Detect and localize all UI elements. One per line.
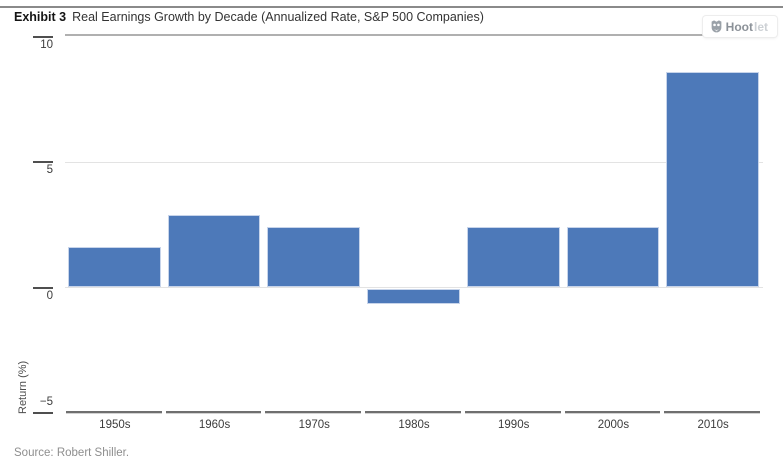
x-axis-segment	[66, 411, 162, 413]
x-axis-segment	[464, 411, 561, 413]
x-axis-segment	[265, 411, 362, 413]
x-tick-label-1950s: 1950s	[99, 419, 131, 431]
bar-2000s	[566, 227, 660, 288]
y-tick-label-5: 5	[46, 164, 53, 176]
hootlet-owl-icon	[710, 20, 723, 33]
x-axis-segment	[165, 411, 262, 413]
x-tick-label-1970s: 1970s	[298, 419, 330, 431]
exhibit-label: Exhibit 3	[14, 10, 67, 24]
x-tick-label-2000s: 2000s	[597, 419, 630, 431]
bar-1970s	[267, 227, 361, 288]
bar-1980s	[367, 288, 460, 304]
y-tick-label--5: −5	[39, 396, 53, 408]
hootlet-badge[interactable]: Hoot let	[702, 16, 777, 37]
x-tick-label-1980s: 1980s	[398, 419, 430, 431]
chart-title: Real Earnings Growth by Decade (Annualiz…	[72, 10, 484, 24]
x-tick-label-1990s: 1990s	[498, 419, 530, 431]
gridline-y-0	[65, 287, 763, 288]
bar-1960s	[167, 214, 261, 288]
hootlet-label-bold: Hoot	[725, 19, 753, 34]
x-axis-segment	[365, 411, 461, 413]
gridline-y-5	[65, 161, 763, 163]
bar-2010s	[666, 71, 759, 288]
x-axis-segment	[564, 411, 661, 413]
top-border	[0, 6, 783, 8]
source-note: Source: Robert Shiller.	[14, 447, 130, 459]
title-underline	[65, 34, 763, 36]
x-tick-label-1960s: 1960s	[198, 419, 231, 431]
y-tick--5	[33, 412, 53, 414]
y-tick-0	[33, 286, 53, 289]
x-tick-label-2010s: 2010s	[697, 419, 729, 431]
y-tick-label-0: 0	[46, 289, 53, 302]
y-tick-label-10: 10	[40, 38, 53, 51]
bar-1990s	[466, 227, 560, 288]
header: Exhibit 3 Real Earnings Growth by Decade …	[14, 9, 484, 26]
hootlet-label-light: let	[753, 19, 768, 34]
bar-1950s	[68, 247, 161, 288]
x-axis-segment	[664, 411, 760, 413]
y-tick-5	[33, 161, 53, 163]
y-tick-10	[33, 35, 53, 38]
